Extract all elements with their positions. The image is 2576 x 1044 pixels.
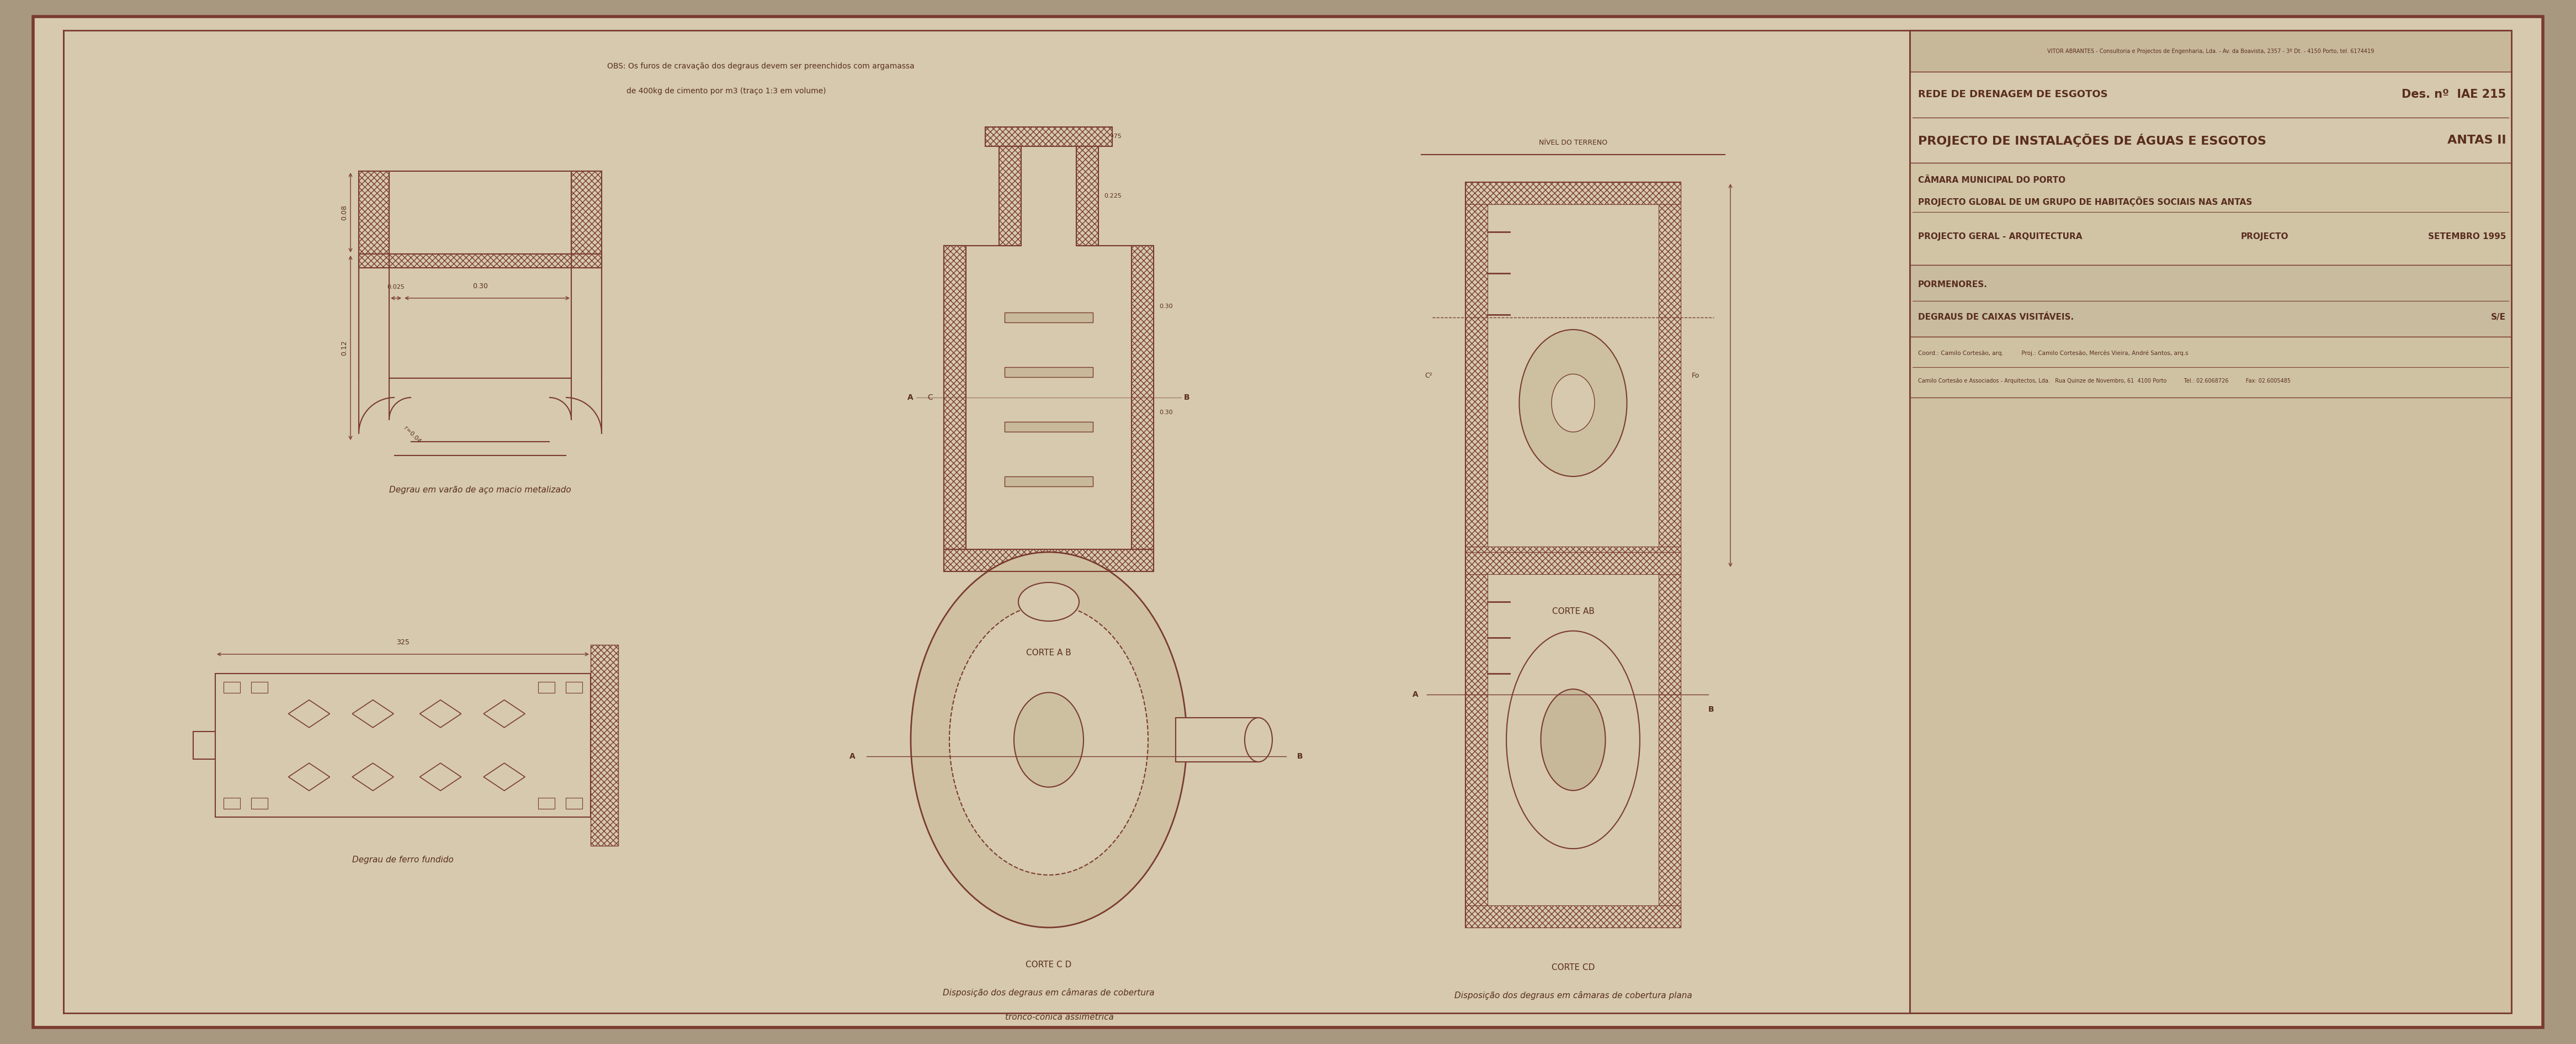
Text: Des. nº  IAE 215: Des. nº IAE 215 bbox=[2401, 89, 2506, 100]
Text: 0.025: 0.025 bbox=[386, 284, 404, 290]
Bar bbox=[538, 798, 554, 809]
Bar bbox=[1466, 552, 1486, 927]
Text: CORTE AB: CORTE AB bbox=[1551, 608, 1595, 616]
Bar bbox=[567, 682, 582, 693]
Bar bbox=[999, 146, 1020, 245]
Text: PROJECTO GERAL - ARQUITECTURA: PROJECTO GERAL - ARQUITECTURA bbox=[1919, 232, 2081, 240]
Bar bbox=[1909, 72, 2512, 163]
Text: A: A bbox=[907, 394, 914, 401]
Bar bbox=[984, 127, 1113, 146]
Text: CORTE A B: CORTE A B bbox=[1025, 648, 1072, 657]
Ellipse shape bbox=[1018, 583, 1079, 621]
Text: S/E: S/E bbox=[2491, 313, 2506, 322]
Text: CÂMARA MUNICIPAL DO PORTO: CÂMARA MUNICIPAL DO PORTO bbox=[1919, 176, 2066, 185]
Text: B: B bbox=[1708, 706, 1713, 713]
Text: 0.075: 0.075 bbox=[1105, 134, 1121, 140]
Text: SETEMBRO 1995: SETEMBRO 1995 bbox=[2427, 232, 2506, 240]
Bar bbox=[1005, 367, 1092, 377]
Bar bbox=[1909, 265, 2512, 337]
Text: DEGRAUS DE CAIXAS VISITÁVEIS.: DEGRAUS DE CAIXAS VISITÁVEIS. bbox=[1919, 313, 2074, 322]
Bar bbox=[1466, 905, 1680, 927]
Bar bbox=[1466, 552, 1680, 927]
Bar bbox=[1175, 717, 1260, 762]
Bar bbox=[1005, 422, 1092, 432]
Text: B: B bbox=[1185, 394, 1190, 401]
Bar bbox=[567, 798, 582, 809]
Text: C²: C² bbox=[1425, 372, 1432, 379]
Text: B: B bbox=[1298, 753, 1303, 760]
Text: 0.30: 0.30 bbox=[471, 283, 487, 290]
Text: Disposição dos degraus em câmaras de cobertura: Disposição dos degraus em câmaras de cob… bbox=[943, 989, 1154, 997]
Bar bbox=[1909, 163, 2512, 265]
Bar bbox=[358, 254, 603, 267]
Bar bbox=[590, 645, 618, 846]
Text: 0.225: 0.225 bbox=[1105, 193, 1121, 198]
Bar bbox=[1005, 476, 1092, 487]
Text: Fo: Fo bbox=[1692, 372, 1700, 379]
Text: Degrau de ferro fundido: Degrau de ferro fundido bbox=[353, 856, 453, 864]
Bar bbox=[1659, 552, 1680, 927]
Text: r=0.04: r=0.04 bbox=[402, 425, 422, 444]
Bar bbox=[250, 798, 268, 809]
Bar bbox=[1466, 552, 1680, 574]
Ellipse shape bbox=[1551, 374, 1595, 432]
Text: C: C bbox=[927, 394, 933, 401]
Bar bbox=[538, 682, 554, 693]
Text: NÍVEL DO TERRENO: NÍVEL DO TERRENO bbox=[1538, 139, 1607, 146]
Text: 0.12: 0.12 bbox=[340, 340, 348, 355]
Text: PROJECTO: PROJECTO bbox=[2241, 232, 2287, 240]
Bar bbox=[1909, 30, 2512, 1013]
Ellipse shape bbox=[1540, 689, 1605, 790]
Text: Coord.: Camilo Cortesão, arq.          Proj.: Camilo Cortesão, Mercês Vieira, An: Coord.: Camilo Cortesão, arq. Proj.: Cam… bbox=[1919, 351, 2190, 356]
Bar bbox=[1466, 183, 1680, 205]
Text: 0.30: 0.30 bbox=[1159, 304, 1172, 309]
Bar bbox=[250, 682, 268, 693]
Text: PROJECTO DE INSTALAÇÕES DE ÁGUAS E ESGOTOS: PROJECTO DE INSTALAÇÕES DE ÁGUAS E ESGOT… bbox=[1919, 134, 2267, 147]
Ellipse shape bbox=[1015, 692, 1084, 787]
Text: 0.30: 0.30 bbox=[1159, 410, 1172, 416]
Bar bbox=[943, 549, 1154, 571]
Text: de 400kg de cimento por m3 (traço 1:3 em volume): de 400kg de cimento por m3 (traço 1:3 em… bbox=[608, 88, 827, 95]
Text: 325: 325 bbox=[397, 639, 410, 646]
Ellipse shape bbox=[1244, 717, 1273, 762]
Ellipse shape bbox=[1507, 631, 1641, 849]
Text: 0.08: 0.08 bbox=[340, 205, 348, 220]
Bar bbox=[224, 682, 240, 693]
Bar bbox=[358, 171, 389, 267]
Text: A: A bbox=[1412, 691, 1419, 698]
Text: A: A bbox=[850, 753, 855, 760]
Text: Disposição dos degraus em câmaras de cobertura plana: Disposição dos degraus em câmaras de cob… bbox=[1455, 991, 1692, 1000]
Bar bbox=[572, 171, 603, 267]
Bar bbox=[943, 245, 966, 549]
Text: VITOR ABRANTES - Consultoria e Projectos de Engenharia, Lda. - Av. da Boavista, : VITOR ABRANTES - Consultoria e Projectos… bbox=[2048, 48, 2375, 54]
Text: CORTE CD: CORTE CD bbox=[1551, 964, 1595, 972]
Bar bbox=[1466, 183, 1486, 569]
Bar bbox=[1909, 30, 2512, 72]
Bar bbox=[1466, 183, 1680, 569]
Text: CORTE C D: CORTE C D bbox=[1025, 960, 1072, 969]
Text: tronco-cónica assimétrica: tronco-cónica assimétrica bbox=[984, 1013, 1113, 1021]
Text: PROJECTO GLOBAL DE UM GRUPO DE HABITAÇÕES SOCIAIS NAS ANTAS: PROJECTO GLOBAL DE UM GRUPO DE HABITAÇÕE… bbox=[1919, 196, 2251, 207]
Text: Camilo Cortesão e Associados - Arquitectos, Lda.   Rua Quinze de Novembro, 61  4: Camilo Cortesão e Associados - Arquitect… bbox=[1919, 378, 2290, 384]
Ellipse shape bbox=[951, 604, 1149, 875]
Text: ANTAS II: ANTAS II bbox=[2447, 135, 2506, 145]
Text: Degrau em varão de aço macio metalizado: Degrau em varão de aço macio metalizado bbox=[389, 485, 572, 494]
Bar bbox=[1659, 183, 1680, 569]
Bar bbox=[1909, 337, 2512, 398]
Text: REDE DE DRENAGEM DE ESGOTOS: REDE DE DRENAGEM DE ESGOTOS bbox=[1919, 90, 2107, 99]
Bar bbox=[193, 732, 216, 759]
Bar bbox=[1005, 312, 1092, 323]
Bar bbox=[1131, 245, 1154, 549]
Text: OBS: Os furos de cravação dos degraus devem ser preenchidos com argamassa: OBS: Os furos de cravação dos degraus de… bbox=[608, 63, 914, 70]
Bar bbox=[1077, 146, 1097, 245]
Ellipse shape bbox=[1520, 330, 1628, 476]
Text: PORMENORES.: PORMENORES. bbox=[1919, 280, 1989, 288]
Ellipse shape bbox=[912, 552, 1188, 927]
Bar bbox=[224, 798, 240, 809]
Bar bbox=[216, 673, 590, 817]
Bar bbox=[1466, 547, 1680, 569]
